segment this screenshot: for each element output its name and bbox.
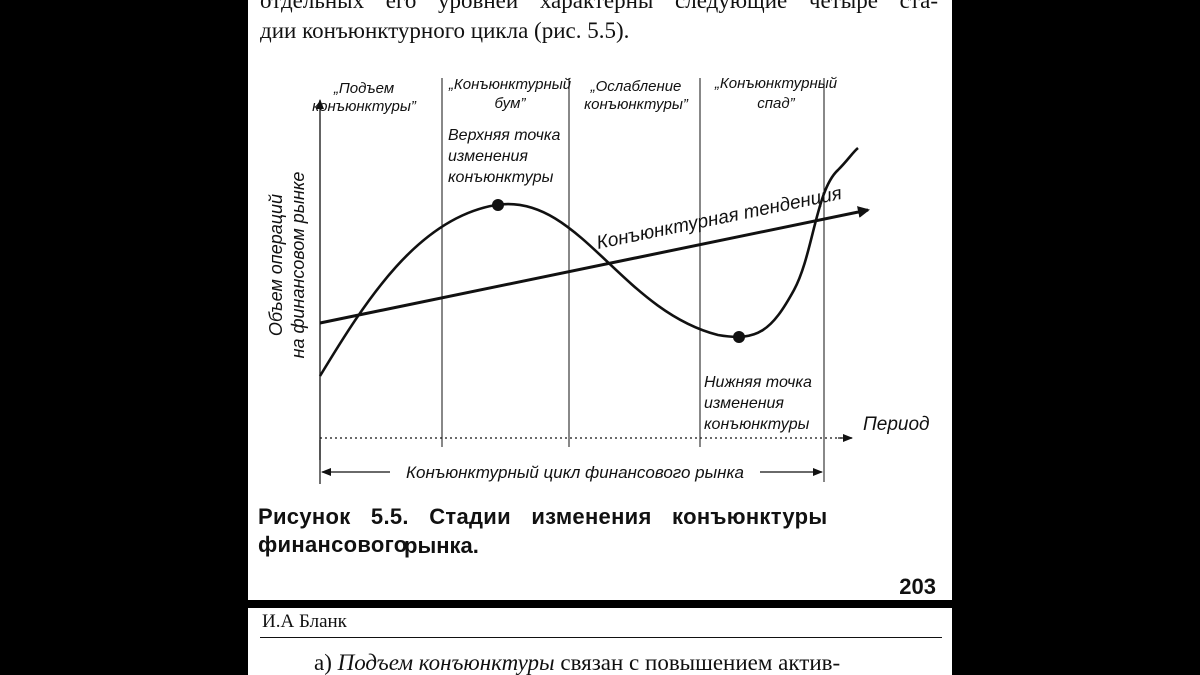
cycle-span-label: Конъюнктурный цикл финансового рынка bbox=[406, 463, 744, 482]
body-text-line: отдельных его уровней характерны следующ… bbox=[260, 0, 938, 13]
stage-label: спад” bbox=[757, 95, 795, 112]
body-text-tail: связан с повышением актив- bbox=[554, 650, 841, 675]
page-number: 203 bbox=[899, 574, 936, 599]
trend-label: Конъюнктурная тенденция bbox=[595, 183, 844, 254]
stage-label: „Конъюнктурный bbox=[448, 76, 572, 93]
body-text-line: дии конъюнктурного цикла (рис. 5.5). bbox=[260, 18, 630, 43]
stage-label: бум” bbox=[495, 95, 527, 112]
lower-point-label: конъюнктуры bbox=[704, 416, 810, 433]
stage-label: „Подъем bbox=[333, 80, 394, 97]
stage-label: „Ослабление bbox=[590, 78, 682, 95]
body-text-line: а) Подъем конъюнктуры связан с повышение… bbox=[314, 650, 940, 675]
upper-point-label: конъюнктуры bbox=[448, 169, 554, 186]
x-axis-label: Период bbox=[863, 414, 930, 435]
book-page-bottom: И.А Бланк а) Подъем конъюнктуры связан с… bbox=[248, 608, 952, 675]
y-axis-label: на финансовом рынке bbox=[288, 172, 308, 359]
lower-turning-point bbox=[733, 331, 745, 343]
italic-term: Подъем конъюнктуры bbox=[337, 650, 555, 675]
list-marker: а) bbox=[314, 650, 338, 675]
lower-point-label: изменения bbox=[704, 395, 784, 412]
stage-label: „Конъюнктурный bbox=[714, 75, 838, 92]
figure-caption: рынка. bbox=[404, 533, 479, 558]
trend-line bbox=[319, 206, 870, 325]
upper-point-label: Верхняя точка bbox=[448, 127, 560, 144]
cycle-curve bbox=[318, 146, 859, 377]
upper-point-label: изменения bbox=[448, 148, 528, 165]
y-axis-label: Объем операций bbox=[266, 194, 286, 336]
business-cycle-diagram: „Подъем конъюнктуры” „Конъюнктурный бум”… bbox=[266, 75, 930, 484]
header-rule bbox=[260, 637, 942, 638]
lower-point-label: Нижняя точка bbox=[704, 374, 812, 391]
stage-label: конъюнктуры” bbox=[312, 98, 417, 115]
stage-label: конъюнктуры” bbox=[584, 96, 689, 113]
running-header: И.А Бланк bbox=[262, 611, 347, 632]
book-page-top: отдельных его уровней характерны следующ… bbox=[248, 0, 952, 600]
figure-caption: Рисунок 5.5. Стадии изменения конъюнктур… bbox=[258, 504, 828, 557]
upper-turning-point bbox=[492, 199, 504, 211]
